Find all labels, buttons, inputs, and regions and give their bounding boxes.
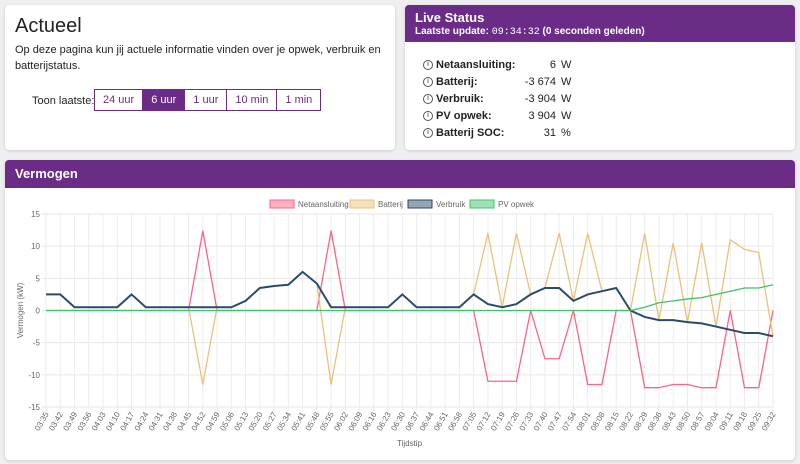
y-tick-label: 10 [31,242,40,251]
range-button[interactable]: 1 uur [184,89,228,111]
status-label: PV opwek: [436,110,492,122]
live-card: Live Status Laatste update: 09:34:32 (0 … [405,5,795,150]
title: Actueel [15,15,82,37]
status-unit: W [561,59,572,71]
live-header: Live Status Laatste update: 09:34:32 (0 … [405,5,795,42]
legend-swatch [269,199,295,209]
info-icon: i [423,77,433,87]
y-tick-label: -15 [28,403,40,412]
y-tick-label: -10 [28,371,40,380]
status-label: Netaansluiting: [436,59,516,71]
status-value: 6 [549,59,556,71]
toon-label: Toon laatste: [32,95,95,107]
actueel-card: Actueel Op deze pagina kun jij actuele i… [5,5,395,150]
status-row: i PV opwek: 3 904 W [423,110,573,126]
series-line [46,230,774,389]
update-label: Laatste update: [415,26,489,37]
status-row: i Netaansluiting: 6 W [423,59,573,75]
legend-swatch [407,199,433,209]
chart: -15-10-505101503:3503:4203:4903:5604:030… [16,199,778,448]
range-button[interactable]: 10 min [226,89,278,111]
status-unit: W [561,93,572,105]
legend-label: PV opwek [498,200,535,209]
status-value: 31 [543,127,556,139]
series-line [46,270,774,338]
info-icon: i [423,60,433,70]
range-button[interactable]: 24 uur [94,89,144,111]
status-label: Verbruik: [436,93,484,105]
y-tick-label: 15 [31,210,40,219]
update-time: 09:34:32 [491,27,540,38]
x-tick-label: 09:04 [703,410,721,432]
status-row: i Verbruik: -3 904 W [423,93,573,109]
status-unit: % [561,127,571,139]
status-value: -3 904 [524,93,556,105]
y-axis-label: Vermogen (kW) [16,282,25,338]
range-button[interactable]: 1 min [276,89,322,111]
status-row: i Batterij: -3 674 W [423,76,573,92]
chart-title: Vermogen [5,160,795,188]
status-row: i Batterij SOC: 31% [423,127,573,143]
status-unit: W [561,76,572,88]
series-line [46,284,774,312]
y-tick-label: 0 [36,307,41,316]
x-axis-label: Tijdstip [397,439,423,448]
status-unit: W [561,110,572,122]
button-group: 24 uur 6 uur 1 uur 10 min 1 min [94,89,322,111]
series-line [46,233,774,385]
range-button[interactable]: 6 uur [142,89,186,111]
update-suffix: (0 seconden geleden) [542,26,645,37]
legend-swatch [349,199,375,209]
legend-swatch [469,199,495,209]
y-tick-label: 5 [36,274,41,283]
live-title: Live Status [415,10,485,25]
x-tick-label: 09:32 [760,410,778,432]
description: Op deze pagina kun jij actuele informati… [15,44,381,72]
update: Laatste update: 09:34:32 (0 seconden gel… [415,26,785,38]
info-icon: i [423,111,433,121]
status-value: 3 904 [528,110,556,122]
status-label: Batterij SOC: [436,127,505,139]
legend-label: Netaansluiting [298,200,349,209]
info-icon: i [423,128,433,138]
status-label: Batterij: [436,76,478,88]
info-icon: i [423,94,433,104]
legend-label: Verbruik [436,200,466,209]
y-tick-label: -5 [33,339,41,348]
chart-card: Vermogen -15 -10 -5 0 5 10 15 03:35 03:42 03:49 03… [5,160,795,460]
legend-label: Batterij [378,200,403,209]
status-value: -3 674 [524,76,556,88]
